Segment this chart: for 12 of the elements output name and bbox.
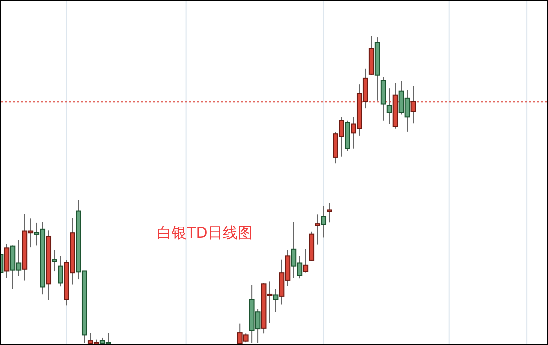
candlestick <box>58 256 64 288</box>
candlestick <box>386 88 392 125</box>
candlestick <box>321 206 327 238</box>
candlestick <box>303 248 309 274</box>
candlestick <box>410 86 416 124</box>
candlestick <box>52 250 58 272</box>
candlestick <box>315 214 321 246</box>
candlestick <box>273 288 279 313</box>
text: 白银TD日线图 <box>157 224 253 242</box>
candlestick <box>380 76 386 122</box>
candlestick <box>4 244 10 279</box>
candlestick <box>327 202 332 224</box>
